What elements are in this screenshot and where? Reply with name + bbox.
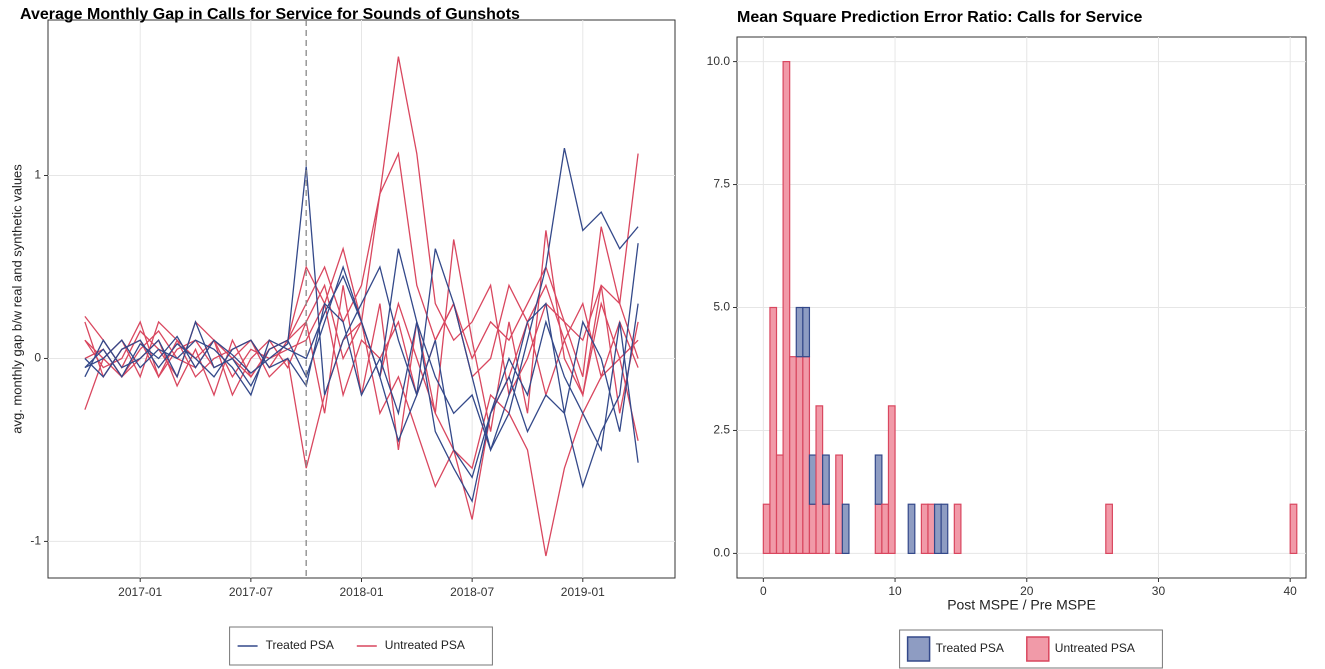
legend-label: Untreated PSA [385,638,465,652]
x-tick-label: 2019-01 [561,585,605,599]
histogram-bar [841,503,850,555]
histogram-bar [802,306,811,358]
series-line [84,302,639,504]
y-axis-label: avg. monthly gap b/w real and synthetic … [9,164,24,434]
histogram-bar [927,503,936,555]
y-tick-label: 1 [34,168,41,182]
x-tick-label: 2018-01 [339,585,383,599]
histogram-bar [874,454,883,505]
histogram-bar [815,405,824,555]
histogram-bar [795,306,804,358]
histogram-bar [940,503,949,555]
histogram-bar [933,503,942,555]
histogram-bar [769,306,778,555]
histogram-bar [782,60,791,555]
histogram-bar [887,405,896,555]
y-tick-label: 10.0 [707,54,731,68]
legend-label: Treated PSA [266,638,334,652]
x-tick-label: 20 [1020,584,1034,598]
y-tick-label: 0.0 [713,546,730,560]
histogram-bar [835,454,843,555]
histogram-bar [1105,503,1113,555]
histogram-bar [881,503,890,555]
x-tick-label: 2018-07 [450,585,494,599]
y-tick-label: 7.5 [713,177,730,191]
histogram-bar [822,503,830,555]
legend-swatch [906,636,931,662]
chart-title: Mean Square Prediction Error Ratio: Call… [737,9,1143,26]
histogram-bar [874,503,883,555]
x-axis-label: Post MSPE / Pre MSPE [947,597,1096,613]
histogram-bar [907,503,916,555]
histogram-bar [822,454,830,505]
histogram-bar [775,454,784,555]
y-tick-label: 5.0 [713,300,730,314]
chart-title: Average Monthly Gap in Calls for Service… [20,6,520,23]
histogram-bar [808,454,817,505]
x-tick-label: 10 [888,584,902,598]
series-line [84,248,639,452]
histogram-bar [789,356,797,555]
x-tick-label: 2017-01 [118,585,162,599]
histogram-bar [808,503,817,555]
legend-label: Treated PSA [936,641,1004,655]
histogram-bar [920,503,929,555]
legend-label: Untreated PSA [1055,641,1135,655]
y-tick-label: 0 [34,351,41,365]
x-tick-label: 30 [1152,584,1166,598]
y-tick-label: -1 [30,534,41,548]
series-line [84,147,639,452]
y-tick-label: 2.5 [713,423,730,437]
histogram-bar [762,503,771,555]
histogram-bar [953,503,962,555]
x-tick-label: 40 [1284,584,1298,598]
histogram-bar [795,356,804,555]
legend-swatch [1026,636,1050,662]
histogram-bar [802,356,811,555]
x-tick-label: 2017-07 [229,585,273,599]
histogram-bar [1289,503,1298,555]
x-tick-label: 0 [760,584,767,598]
